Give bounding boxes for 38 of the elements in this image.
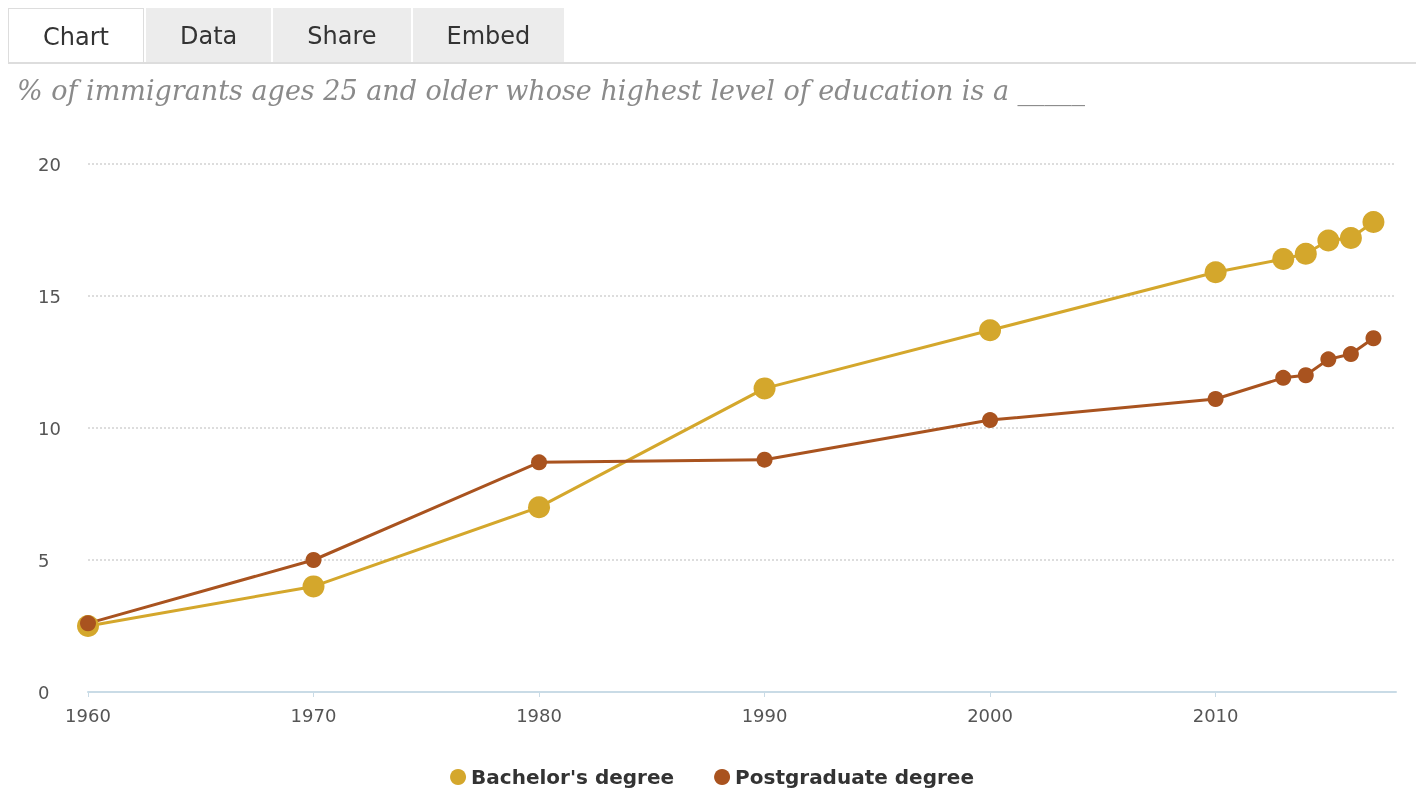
point [1275, 369, 1292, 386]
y-tick-label: 20 [38, 153, 61, 175]
point [982, 412, 999, 429]
point [1207, 390, 1224, 407]
x-tick-label: 1990 [741, 704, 788, 726]
x-tick-label: 1980 [516, 704, 562, 726]
text: Share [273, 8, 411, 62]
point [531, 454, 548, 471]
point [1339, 226, 1362, 249]
point [1320, 351, 1337, 368]
text: Chart [8, 8, 144, 62]
point [1317, 229, 1340, 252]
x-tick-label: 2010 [1192, 704, 1239, 726]
point [1294, 242, 1317, 265]
point [756, 451, 773, 468]
legend-label: Postgraduate degree [735, 765, 974, 789]
point [1342, 346, 1359, 363]
chart-title: % of immigrants ages 25 and older whose highest level of education is a _____ [17, 75, 1086, 107]
point [1204, 261, 1227, 284]
y-tick-label: 15 [38, 285, 61, 307]
legend-label: Bachelor's degree [471, 765, 675, 789]
point [1365, 330, 1382, 347]
x-tick-label: 1970 [290, 704, 337, 726]
y-tick-label: 5 [38, 549, 50, 571]
x-tick-label: 1960 [65, 704, 111, 726]
point [528, 496, 551, 519]
point [1297, 367, 1314, 384]
point [305, 552, 322, 568]
y-tick-label: 10 [38, 417, 61, 439]
x-tick-label: 2000 [967, 704, 1013, 726]
text: Data [145, 8, 272, 62]
text: Embed [412, 8, 565, 62]
point [302, 575, 325, 598]
point [1362, 211, 1385, 234]
y-tick-label: 0 [38, 681, 50, 703]
point [979, 319, 1002, 342]
point [1272, 248, 1295, 271]
point [753, 377, 776, 400]
